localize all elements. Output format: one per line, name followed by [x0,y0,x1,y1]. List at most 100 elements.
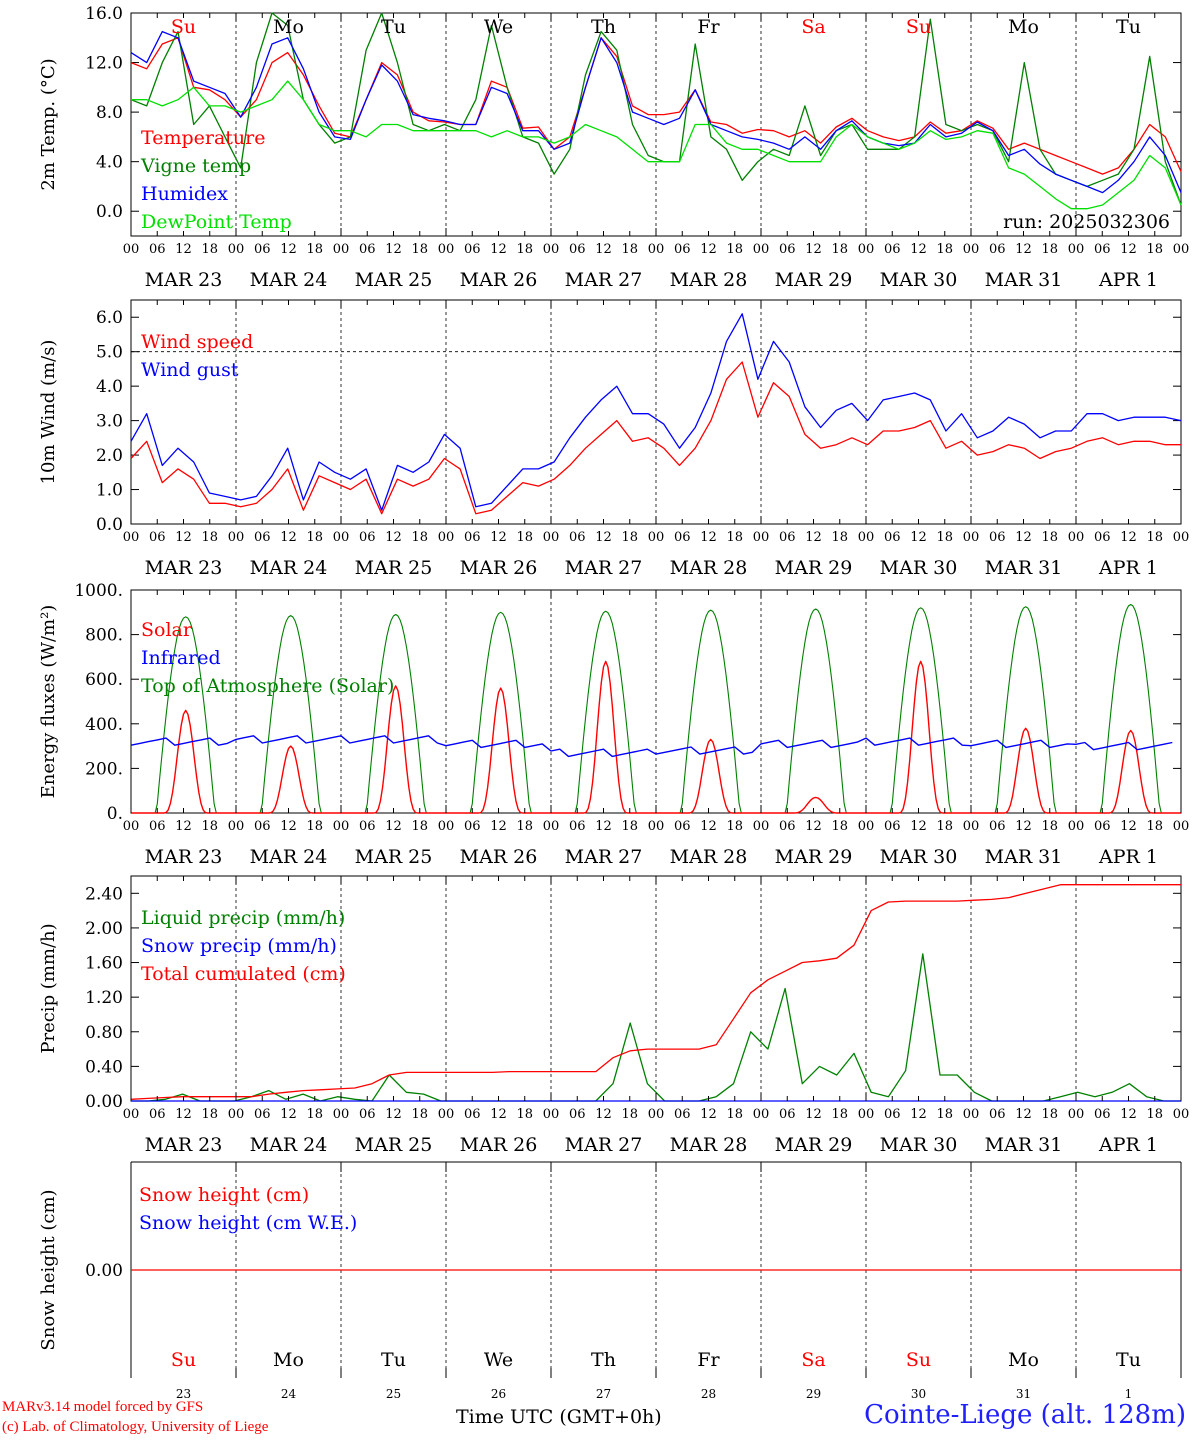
snow-date-number: 25 [386,1387,401,1401]
energy-hour-label: 12 [1120,819,1137,834]
temp-day-label: Su [906,16,931,38]
temp-date-label: MAR 27 [565,269,643,291]
wind-hour-label: 06 [254,530,271,545]
energy-legend-2: Top of Atmosphere (Solar) [141,675,394,697]
snow-date-number: 27 [596,1387,611,1401]
wind-hour-label: 12 [1015,530,1032,545]
precip-hour-label: 18 [936,1107,953,1122]
wind-date-label: MAR 27 [565,557,643,579]
energy-hour-label: 12 [700,819,717,834]
wind-hour-label: 12 [595,530,612,545]
wind-ytick-label: 4.0 [96,377,123,397]
temp-hour-label: 00 [228,242,245,257]
precip-hour-label: 00 [123,1107,140,1122]
energy-ytick-label: 200. [85,759,123,779]
temp-day-label: Mo [273,16,304,38]
precip-hour-label: 06 [779,1107,796,1122]
precip-hour-label: 00 [228,1107,245,1122]
energy-hour-label: 12 [385,819,402,834]
wind-hour-label: 00 [438,530,455,545]
temp-ytick-label: 4.0 [96,153,123,173]
precip-hour-label: 06 [254,1107,271,1122]
energy-hour-label: 18 [1146,819,1163,834]
wind-hour-label: 18 [726,530,743,545]
energy-date-label: MAR 24 [250,846,328,868]
temp-series-3 [131,80,1182,210]
temp-day-label: We [484,16,513,38]
wind-ytick-label: 5.0 [96,343,123,363]
energy-hour-label: 12 [280,819,297,834]
precip-ytick-label: 0.80 [85,1023,123,1043]
precip-date-label: MAR 26 [460,1134,538,1156]
temp-hour-label: 18 [306,242,323,257]
energy-hour-label: 18 [306,819,323,834]
wind-hour-label: 06 [884,530,901,545]
temp-hour-label: 12 [385,242,402,257]
precip-hour-label: 18 [411,1107,428,1122]
precip-date-label: MAR 29 [775,1134,853,1156]
temp-hour-label: 00 [753,242,770,257]
wind-ylabel: 10m Wind (m/s) [38,340,59,485]
model-credit: MARv3.14 model forced by GFS [2,1399,204,1415]
energy-hour-label: 00 [648,819,665,834]
temp-day-label: Tu [381,16,406,38]
precip-ytick-label: 0.00 [85,1092,123,1112]
precip-hour-label: 18 [831,1107,848,1122]
energy-date-label: MAR 25 [355,846,433,868]
temp-date-label: MAR 31 [985,269,1063,291]
wind-hour-label: 00 [543,530,560,545]
wind-ytick-label: 0.0 [96,515,123,535]
wind-legend-0: Wind speed [141,331,253,353]
snow-legend-0: Snow height (cm) [139,1184,309,1206]
wind-hour-label: 00 [1173,530,1190,545]
temp-frame [130,12,1182,237]
wind-hour-label: 18 [831,530,848,545]
temp-ylabel: 2m Temp. (°C) [38,58,59,190]
wind-hour-label: 00 [1068,530,1085,545]
wind-hour-label: 00 [963,530,980,545]
temp-hour-label: 00 [543,242,560,257]
precip-hour-label: 12 [280,1107,297,1122]
temp-legend-0: Temperature [141,127,265,149]
temp-hour-label: 12 [1120,242,1137,257]
energy-hour-label: 06 [989,819,1006,834]
temp-hour-label: 06 [674,242,691,257]
precip-hour-label: 18 [516,1107,533,1122]
temp-hour-label: 18 [1146,242,1163,257]
wind-hour-label: 18 [1146,530,1163,545]
precip-hour-label: 12 [595,1107,612,1122]
precip-hour-label: 06 [884,1107,901,1122]
snow-date-number: 24 [281,1387,297,1401]
snow-date-number: 1 [1125,1387,1133,1401]
infrared-line [130,735,1173,758]
temp-hour-label: 18 [936,242,953,257]
energy-hour-label: 18 [831,819,848,834]
wind-hour-label: 12 [805,530,822,545]
precip-hour-label: 18 [306,1107,323,1122]
precip-hour-label: 06 [359,1107,376,1122]
temp-hour-label: 18 [516,242,533,257]
wind-hour-label: 12 [385,530,402,545]
snow-day-label: Fr [697,1349,720,1371]
precip-hour-label: 06 [569,1107,586,1122]
energy-hour-label: 00 [543,819,560,834]
energy-hour-label: 00 [438,819,455,834]
energy-hour-label: 06 [884,819,901,834]
precip-ytick-label: 1.60 [85,954,123,974]
temp-day-label: Sa [801,16,825,38]
wind-ytick-label: 2.0 [96,446,123,466]
energy-hour-label: 06 [254,819,271,834]
energy-date-label: MAR 30 [880,846,958,868]
temp-hour-label: 06 [1094,242,1111,257]
energy-ytick-label: 400. [85,715,123,735]
wind-hour-label: 06 [359,530,376,545]
temp-hour-label: 12 [805,242,822,257]
snow-day-label: Su [171,1349,196,1371]
wind-hour-label: 06 [674,530,691,545]
wind-hour-label: 00 [753,530,770,545]
temp-hour-label: 12 [595,242,612,257]
temp-hour-label: 18 [726,242,743,257]
temp-ytick-label: 0.0 [96,202,123,222]
energy-hour-label: 18 [621,819,638,834]
precip-date-label: MAR 27 [565,1134,643,1156]
